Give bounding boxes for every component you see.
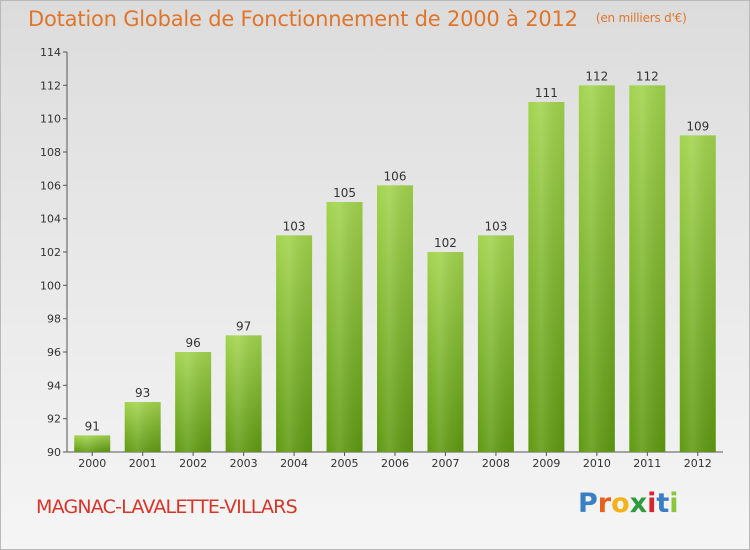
proxiti-logo-letter: o [611,488,630,519]
x-tick-label: 2006 [381,457,409,470]
chart-unit-label: (en milliers d'€) [595,11,687,25]
chart-labels: 90 92 94 96 98 100 102 104 106 108 110 112 114 91 2000… [40,46,712,470]
bar-value-label: 106 [384,169,407,183]
bar-highlight [175,352,212,452]
bar-highlight [276,235,313,452]
y-tick-label: 112 [40,79,61,92]
proxiti-logo-letter: t [656,488,670,519]
y-tick-label: 94 [47,379,61,392]
bar-highlight [679,135,716,453]
x-tick-label: 2003 [230,457,258,470]
bar-value-label: 111 [535,86,558,100]
x-tick-label: 2004 [280,457,308,470]
bar-value-label: 112 [585,69,608,83]
chart-bars [74,85,716,453]
bar-value-label: 103 [484,219,507,233]
proxiti-logo-letter: P [578,488,598,519]
bar-highlight [578,85,615,452]
x-tick-label: 2010 [583,457,611,470]
y-tick-label: 114 [40,46,61,59]
x-tick-label: 2005 [331,457,359,470]
bar-value-label: 96 [186,336,201,350]
x-tick-label: 2000 [78,457,106,470]
bar-value-label: 103 [283,219,306,233]
y-tick-label: 108 [40,146,61,159]
bar-highlight [629,85,666,452]
x-tick-label: 2007 [431,457,459,470]
y-tick-label: 100 [40,279,61,292]
x-tick-label: 2001 [129,457,157,470]
x-tick-label: 2002 [179,457,207,470]
bar-value-label: 112 [636,69,659,83]
x-tick-label: 2009 [532,457,560,470]
y-tick-label: 96 [47,346,61,359]
bar-highlight [528,102,565,452]
y-tick-label: 110 [40,113,61,126]
y-tick-label: 102 [40,246,61,259]
bar-highlight [477,235,514,452]
bar-highlight [74,435,111,452]
y-tick-label: 104 [40,213,61,226]
bar-value-label: 91 [85,419,100,433]
proxiti-logo-letter: x [629,488,648,519]
proxiti-logo: Proxiti [578,488,679,519]
bar-highlight [326,202,363,452]
bar-value-label: 93 [135,386,150,400]
chart-title-text: Dotation Globale de Fonctionnement de 20… [28,7,578,31]
proxiti-logo-letter: i [647,488,657,519]
place-name: MAGNAC-LAVALETTE-VILLARS [36,496,298,518]
bar-value-label: 97 [236,319,251,333]
x-tick-label: 2012 [684,457,712,470]
bar-value-label: 109 [686,119,709,133]
y-tick-label: 90 [47,446,61,459]
y-tick-label: 98 [47,313,61,326]
y-tick-label: 106 [40,179,61,192]
y-tick-label: 92 [47,413,61,426]
x-tick-label: 2011 [633,457,661,470]
bar-highlight [225,335,262,452]
bar-highlight [124,402,161,452]
bar-value-label: 102 [434,236,457,250]
x-tick-label: 2008 [482,457,510,470]
chart-title: Dotation Globale de Fonctionnement de 20… [28,7,687,31]
bar-highlight [427,252,464,452]
bar-value-label: 105 [333,186,356,200]
bar-highlight [377,185,413,453]
proxiti-logo-letter: r [597,488,612,519]
proxiti-logo-letter: i [669,488,679,519]
